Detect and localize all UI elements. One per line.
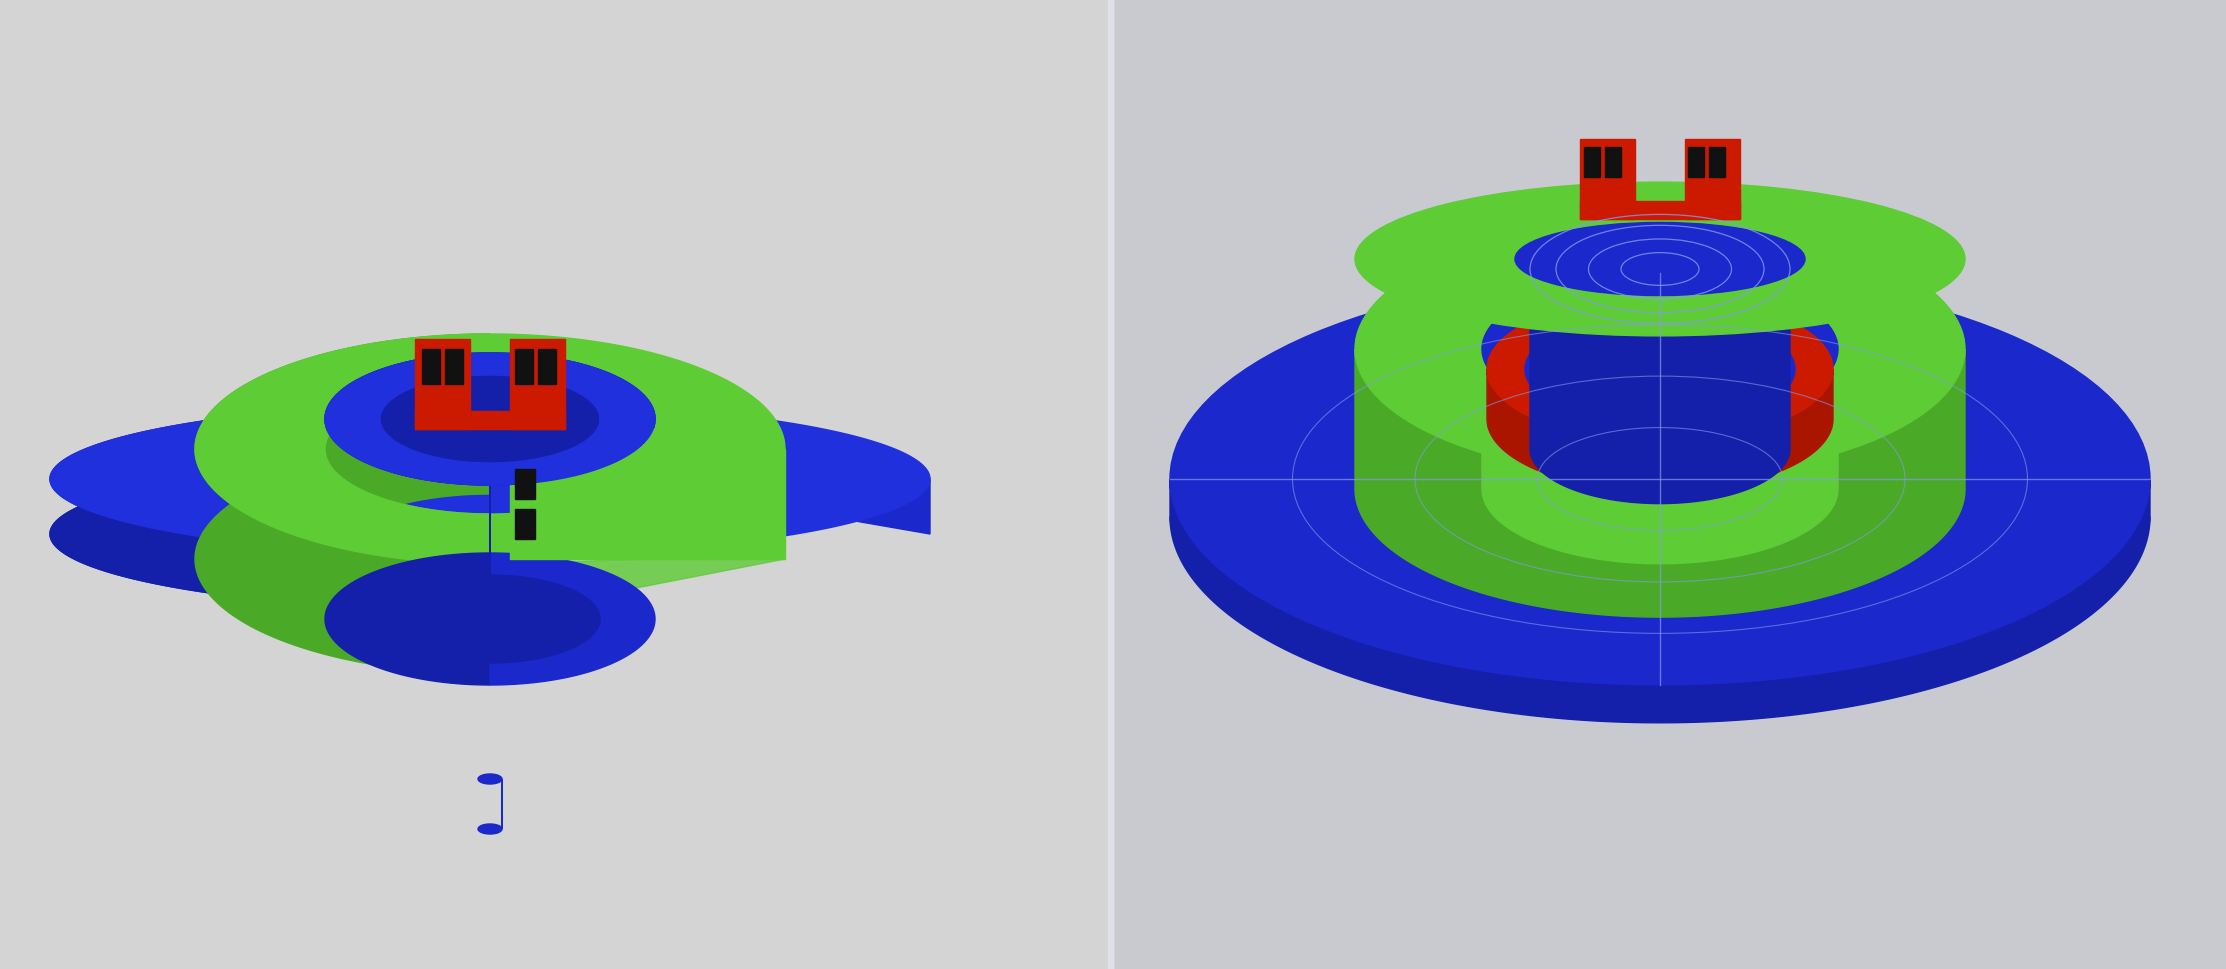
- Polygon shape: [414, 340, 470, 429]
- Polygon shape: [510, 340, 565, 429]
- Polygon shape: [1580, 202, 1741, 220]
- Polygon shape: [49, 403, 490, 610]
- Polygon shape: [325, 354, 654, 485]
- Polygon shape: [49, 403, 490, 556]
- Bar: [1109, 0, 1113, 969]
- Polygon shape: [514, 470, 534, 499]
- Bar: [1115, 0, 2226, 969]
- Polygon shape: [49, 458, 490, 610]
- Ellipse shape: [1356, 222, 1966, 478]
- Polygon shape: [490, 450, 786, 617]
- Ellipse shape: [1516, 223, 1805, 297]
- Polygon shape: [1580, 140, 1636, 220]
- Ellipse shape: [1483, 275, 1839, 424]
- Polygon shape: [1605, 148, 1621, 178]
- Ellipse shape: [325, 354, 654, 485]
- Polygon shape: [1687, 148, 1703, 178]
- Polygon shape: [490, 403, 930, 535]
- Polygon shape: [479, 774, 503, 834]
- Polygon shape: [1483, 350, 1839, 564]
- Polygon shape: [1685, 140, 1741, 220]
- Ellipse shape: [1529, 215, 1790, 325]
- Ellipse shape: [1580, 236, 1741, 303]
- Polygon shape: [445, 350, 463, 385]
- Polygon shape: [1585, 148, 1600, 178]
- Polygon shape: [414, 412, 565, 429]
- Polygon shape: [490, 354, 654, 685]
- Polygon shape: [325, 354, 490, 685]
- Polygon shape: [514, 350, 532, 385]
- Polygon shape: [423, 350, 441, 385]
- Polygon shape: [539, 350, 556, 385]
- Polygon shape: [1529, 269, 1790, 504]
- Bar: [0, 0, 1111, 969]
- Polygon shape: [490, 376, 601, 664]
- Polygon shape: [196, 334, 490, 564]
- Polygon shape: [490, 334, 786, 564]
- Ellipse shape: [1171, 274, 2150, 685]
- Polygon shape: [381, 376, 490, 664]
- Ellipse shape: [381, 376, 601, 463]
- Polygon shape: [1171, 517, 2150, 641]
- Polygon shape: [1171, 480, 2150, 723]
- Ellipse shape: [1525, 313, 1794, 426]
- Polygon shape: [196, 334, 490, 674]
- Polygon shape: [1487, 369, 1832, 492]
- Ellipse shape: [1356, 183, 1966, 336]
- Ellipse shape: [1487, 297, 1832, 442]
- Polygon shape: [510, 429, 786, 559]
- Polygon shape: [490, 403, 930, 556]
- Polygon shape: [325, 385, 490, 624]
- Polygon shape: [1356, 350, 1966, 617]
- Polygon shape: [514, 510, 534, 540]
- Polygon shape: [1710, 148, 1725, 178]
